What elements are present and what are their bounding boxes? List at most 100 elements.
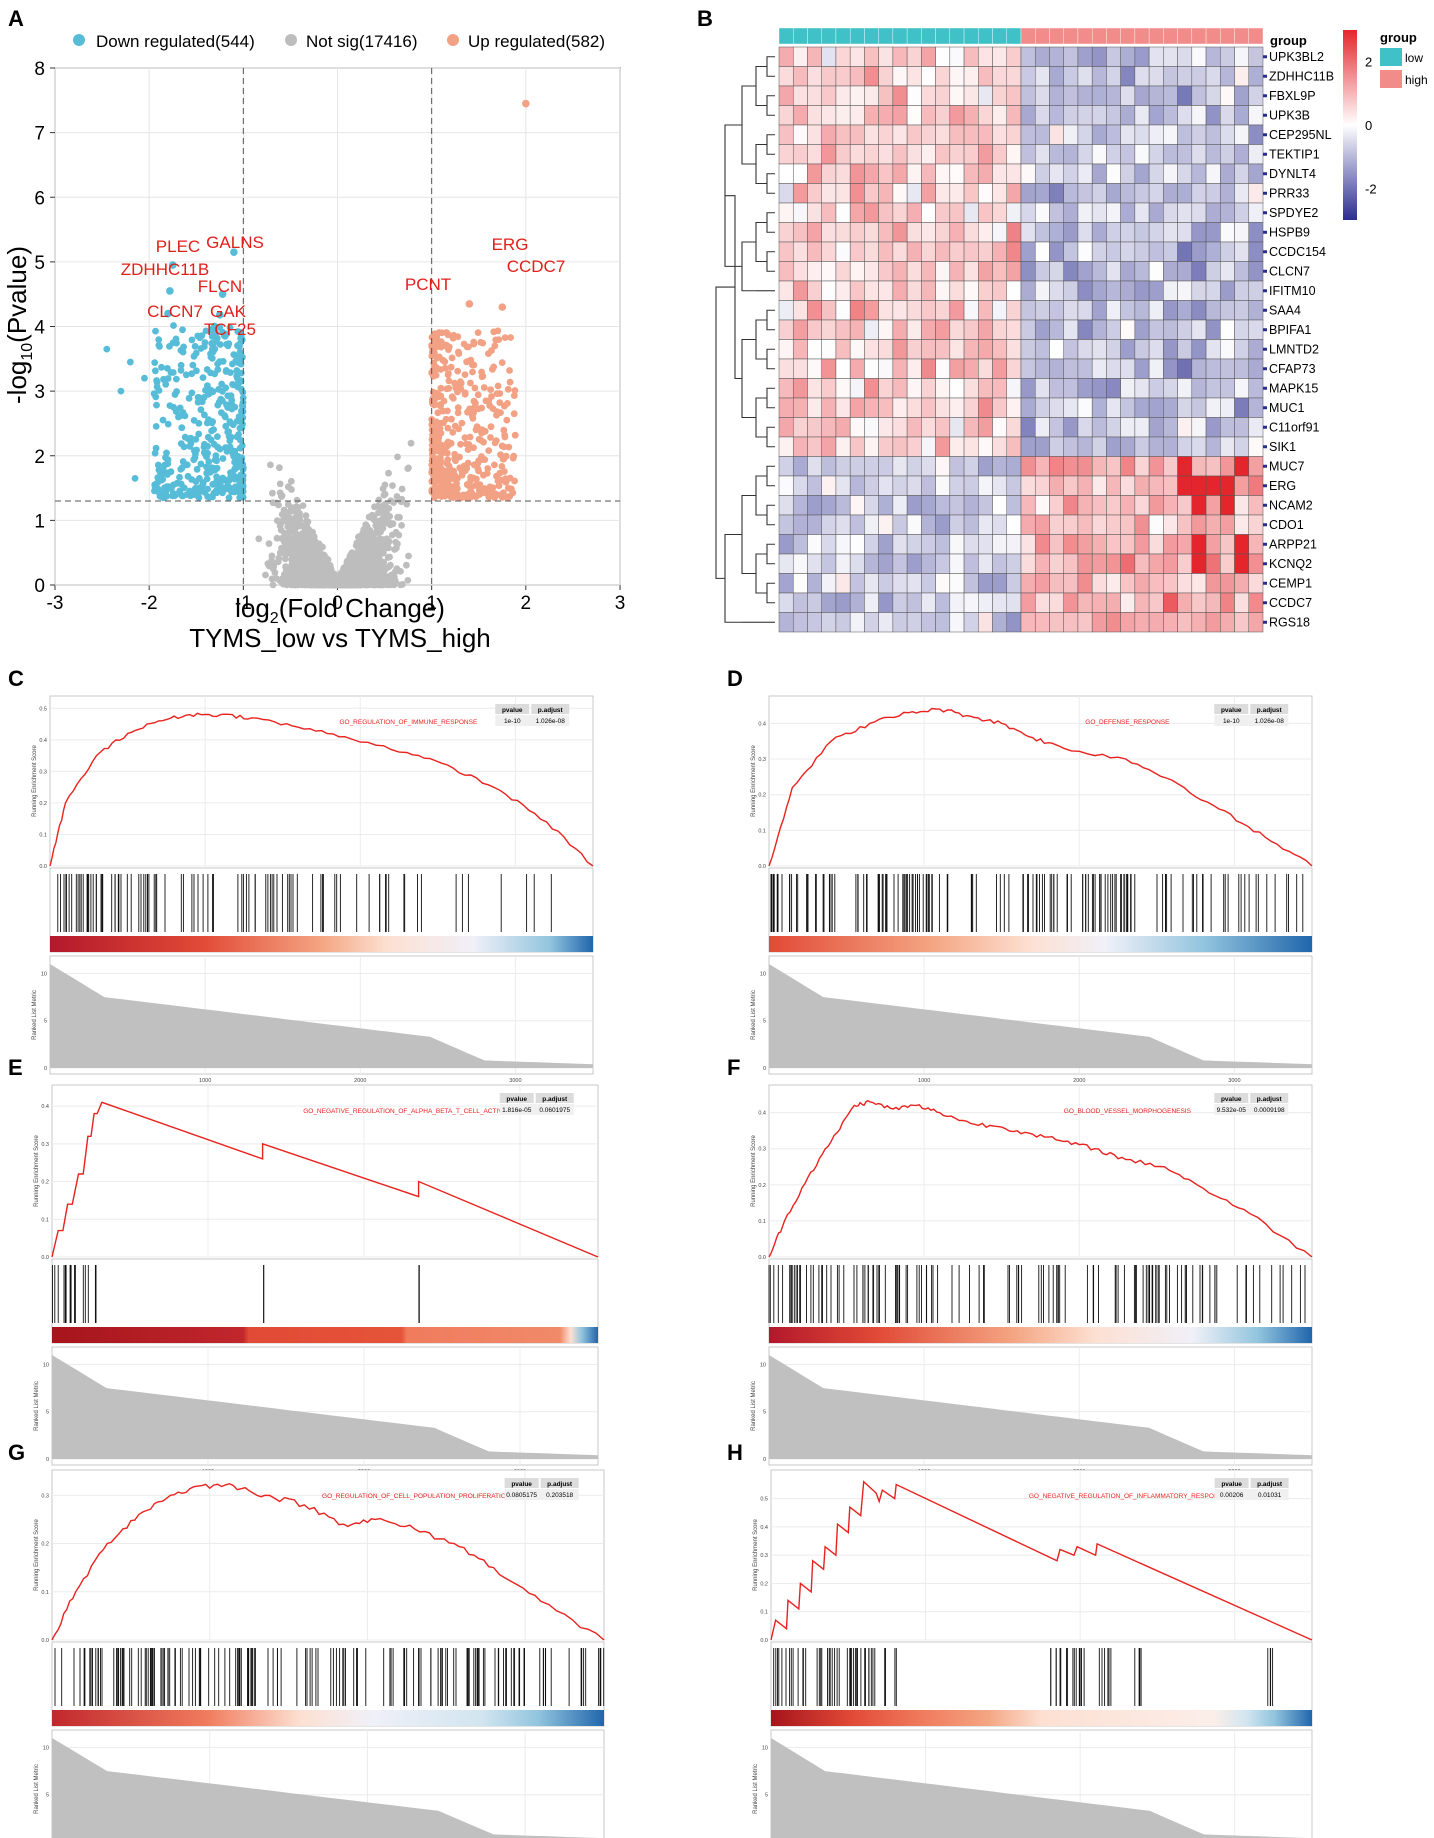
volcano-point — [303, 517, 310, 525]
volcano-point — [392, 538, 400, 546]
heatmap-gene-label: SPDYE2 — [1269, 206, 1318, 220]
heatmap-cell — [1077, 241, 1093, 262]
heatmap-cell — [1034, 300, 1050, 321]
heatmap-cell — [849, 475, 865, 496]
heatmap-cell — [906, 339, 922, 360]
heatmap-cell — [1205, 573, 1221, 594]
heatmap-dendrogram-branch — [766, 95, 775, 116]
volcano-x-tick-label: 1 — [426, 593, 437, 614]
heatmap-cell — [949, 261, 965, 282]
heatmap-cell — [1034, 261, 1050, 282]
heatmap-cell — [963, 241, 979, 262]
heatmap-group-cell — [963, 27, 979, 45]
heatmap-cell — [992, 436, 1008, 457]
heatmap-cell — [1163, 378, 1178, 399]
heatmap-cell — [1120, 612, 1136, 633]
heatmap-cell — [1191, 612, 1207, 633]
heatmap-cell — [778, 222, 794, 243]
heatmap-cell — [1177, 534, 1193, 555]
heatmap-cell — [878, 534, 894, 555]
heatmap-cell — [921, 397, 936, 418]
heatmap-cell — [878, 514, 894, 535]
heatmap-cell — [1063, 397, 1079, 418]
heatmap-cell — [906, 241, 922, 262]
heatmap-cell — [878, 202, 894, 223]
heatmap-gene-label: CDO1 — [1269, 518, 1304, 532]
volcano-point-up — [433, 364, 440, 371]
heatmap-cell — [1163, 300, 1178, 321]
heatmap-cell — [1077, 124, 1093, 145]
heatmap-cell — [1034, 280, 1050, 301]
heatmap-cell — [921, 280, 936, 301]
heatmap-cell — [1134, 280, 1150, 301]
heatmap-cell — [1134, 144, 1150, 165]
heatmap-cell — [992, 358, 1008, 379]
volcano-point-down — [155, 336, 163, 343]
heatmap-cell — [878, 144, 894, 165]
heatmap-cell — [1077, 417, 1093, 438]
gsea-metric-tick-label: 10 — [41, 971, 47, 977]
volcano-y-tick-label: 0 — [34, 576, 45, 597]
volcano-point-up — [501, 468, 508, 475]
volcano-point-down — [219, 387, 226, 395]
volcano-point — [291, 538, 299, 545]
volcano-point-up — [470, 461, 478, 469]
volcano-point-up — [470, 361, 478, 369]
heatmap-cell — [1163, 144, 1178, 165]
volcano-point — [269, 581, 277, 589]
heatmap-cell — [935, 319, 951, 340]
heatmap-cell — [821, 475, 837, 496]
volcano-point-up — [450, 331, 457, 339]
heatmap-cell — [1220, 573, 1235, 594]
heatmap-cell — [835, 202, 851, 223]
volcano-point-up — [432, 444, 439, 452]
heatmap-cell — [1120, 105, 1136, 126]
heatmap-cell — [1177, 417, 1193, 438]
heatmap-gene-label: FBXL9P — [1269, 89, 1316, 103]
heatmap-cell — [878, 592, 894, 613]
heatmap-cell — [906, 534, 922, 555]
heatmap-dendrogram-branch — [755, 65, 767, 107]
volcano-point-up — [494, 477, 502, 485]
heatmap-cell — [1205, 553, 1221, 574]
heatmap-cell — [835, 183, 851, 204]
heatmap-group-cell — [949, 27, 965, 45]
heatmap-cell — [878, 105, 894, 126]
volcano-point-down — [188, 336, 196, 344]
volcano-point-down — [153, 377, 161, 384]
heatmap-cell — [949, 475, 965, 496]
heatmap-cell — [1006, 553, 1022, 574]
volcano-point-down — [153, 401, 160, 409]
volcano-point-down — [238, 454, 246, 462]
heatmap-cell — [792, 573, 808, 594]
heatmap-cell — [835, 534, 851, 555]
volcano-y-tick-label: 4 — [34, 318, 45, 339]
heatmap-group-cell — [1120, 27, 1136, 45]
heatmap-cell — [1106, 417, 1121, 438]
heatmap-cell — [963, 612, 979, 633]
heatmap-cell — [1177, 163, 1193, 184]
volcano-point — [309, 554, 317, 561]
heatmap-cell — [1177, 378, 1193, 399]
heatmap-cell — [892, 612, 908, 633]
heatmap-cell — [1220, 163, 1235, 184]
heatmap-cell — [1134, 163, 1150, 184]
volcano-point-up — [473, 423, 481, 431]
heatmap-cell — [849, 261, 865, 282]
heatmap-cell — [1049, 280, 1064, 301]
gsea-metric-ylabel: Ranked List Metric — [32, 990, 38, 1040]
heatmap-cell — [978, 300, 993, 321]
heatmap-cell — [864, 514, 879, 535]
volcano-point — [404, 465, 412, 472]
volcano-point-up — [443, 343, 450, 350]
heatmap-cell — [949, 66, 965, 87]
heatmap-cell — [864, 553, 879, 574]
heatmap-cell — [1120, 66, 1136, 87]
heatmap-group-header: group — [1270, 33, 1307, 48]
heatmap-cell — [1020, 280, 1036, 301]
volcano-point — [293, 496, 301, 504]
volcano-point — [262, 571, 269, 579]
heatmap-cell — [1020, 85, 1036, 106]
heatmap-cell — [807, 202, 822, 223]
heatmap-cell — [1134, 592, 1150, 613]
